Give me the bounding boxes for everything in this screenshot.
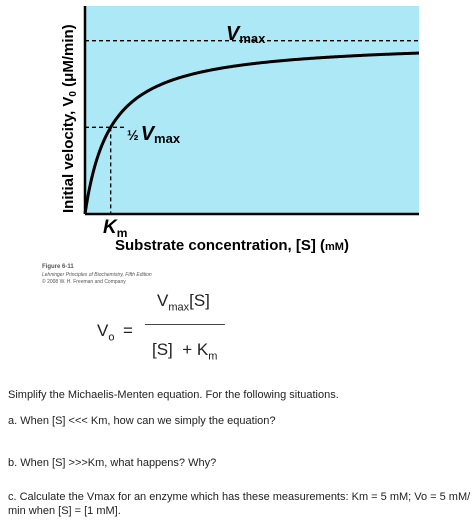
y-axis-label: Initial velocity, V0 (μM/min) <box>60 24 79 213</box>
question-intro: Simplify the Michaelis-Menten equation. … <box>8 389 339 401</box>
x-axis-label: Substrate concentration, [S] (mM) <box>115 237 349 254</box>
equation-numerator: Vmax[S] <box>157 291 210 314</box>
michaelis-menten-chart: Vmax ½ Vmax Km Substrate concentration, [… <box>60 6 420 254</box>
vmax-label: Vmax <box>226 23 266 46</box>
fraction-bar <box>145 324 225 325</box>
series-curve <box>83 51 420 215</box>
figure-source: Lehninger Principles of Biochemistry, Fi… <box>42 272 152 278</box>
figure-number: Figure 6-11 <box>42 264 74 270</box>
figure-copyright: © 2008 W. H. Freeman and Company <box>42 279 126 285</box>
equation-denominator: [S] + Km <box>152 340 218 363</box>
question-c-line-2: min when [S] = [1 mM]. <box>8 505 121 517</box>
question-a: a. When [S] <<< Km, how can we simply th… <box>8 415 276 427</box>
plot-background <box>85 6 419 214</box>
question-b: b. When [S] >>>Km, what happens? Why? <box>8 457 217 469</box>
question-c-line-1: c. Calculate the Vmax for an enzyme whic… <box>8 491 471 503</box>
half-vmax-label: ½ Vmax <box>127 123 181 146</box>
km-label: Km <box>103 217 127 240</box>
equation-equals: = <box>123 321 133 340</box>
equation-lhs: Vo <box>97 321 115 344</box>
